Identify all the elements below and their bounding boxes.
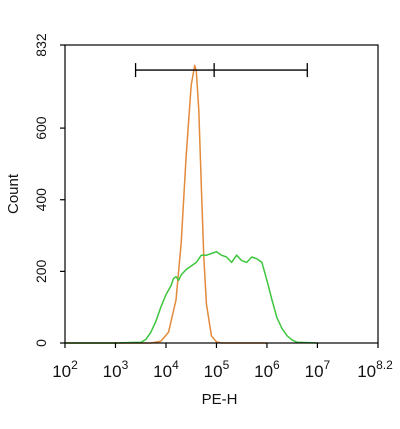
x-tick-label: 102 <box>52 358 78 381</box>
x-tick-label: 105 <box>204 358 230 381</box>
plot-lines <box>65 64 318 344</box>
y-axis-label: Count <box>5 173 22 214</box>
plot-frame <box>64 44 379 344</box>
x-tick-label: 107 <box>305 358 331 381</box>
y-tick-label: 400 <box>33 188 49 212</box>
series-line-1 <box>65 64 267 344</box>
y-tick-label: 200 <box>33 259 49 283</box>
series-line-2 <box>65 250 318 344</box>
x-tick-label: 108.2 <box>357 358 393 381</box>
x-tick-label: 104 <box>153 358 179 381</box>
x-tick-label: 106 <box>254 358 280 381</box>
x-axis: 102 103 104 105 106 107 108.2 <box>52 343 393 381</box>
y-axis: 0 200 400 600 832 <box>33 33 65 347</box>
x-axis-label: PE-H <box>202 391 238 408</box>
y-tick-label: 600 <box>33 116 49 140</box>
gate-marker <box>134 63 308 78</box>
x-tick-label: 103 <box>103 358 129 381</box>
y-tick-label: 832 <box>33 33 49 57</box>
y-tick-label: 0 <box>33 339 49 347</box>
